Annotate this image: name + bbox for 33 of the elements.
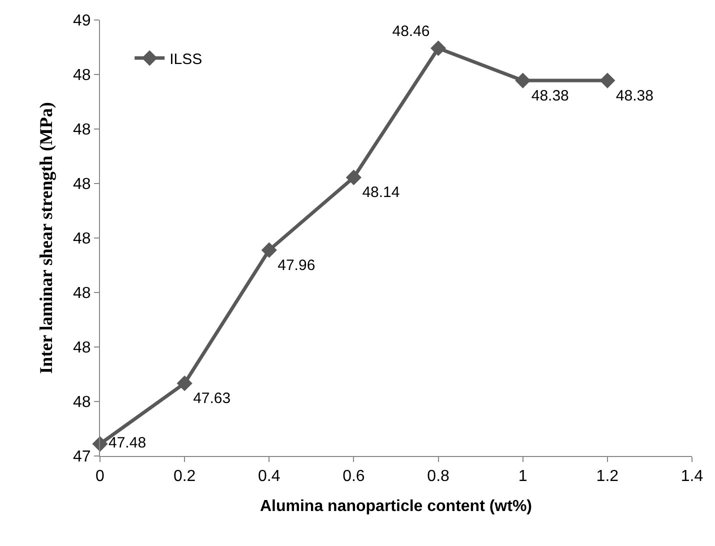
- x-axis-title: Alumina nanoparticle content (wt%): [260, 498, 532, 515]
- data-label: 47.96: [278, 256, 316, 274]
- y-tick-label: 48: [73, 340, 91, 357]
- y-tick-label: 48: [73, 67, 91, 84]
- x-tick-label: 1.2: [596, 468, 619, 486]
- point: [176, 376, 192, 392]
- point: [261, 242, 277, 258]
- data-label: 48.46: [392, 23, 430, 40]
- x-tick-label: 0.2: [173, 468, 196, 486]
- x-tick-label: 0.4: [258, 468, 280, 486]
- y-tick-label: 48: [73, 394, 91, 412]
- data-label: 48.38: [531, 87, 569, 104]
- point: [515, 72, 531, 88]
- y-tick-label: 48: [73, 285, 91, 302]
- x-tick-label: 0.8: [427, 468, 450, 486]
- data-label: 47.48: [108, 434, 146, 452]
- point: [430, 40, 446, 56]
- data-label: 48.38: [616, 87, 654, 104]
- y-axis-title: Inter laminar shear strength (MPa): [36, 102, 56, 374]
- x-tick-label: 0: [96, 468, 105, 486]
- point: [346, 170, 362, 186]
- y-tick-label: 49: [73, 12, 91, 30]
- legend-label: ILSS: [170, 50, 202, 68]
- y-tick-label: 48: [73, 230, 91, 248]
- point: [600, 72, 616, 88]
- x-tick-label: 1: [518, 468, 528, 486]
- y-tick-label: 47: [73, 448, 91, 466]
- data-label: 47.63: [193, 390, 231, 408]
- data-label: 48.14: [362, 184, 400, 202]
- y-tick-label: 48: [73, 176, 91, 194]
- y-tick-label: 48: [73, 122, 91, 139]
- x-tick-label: 0.6: [342, 468, 365, 486]
- x-tick-label: 1.4: [680, 468, 704, 486]
